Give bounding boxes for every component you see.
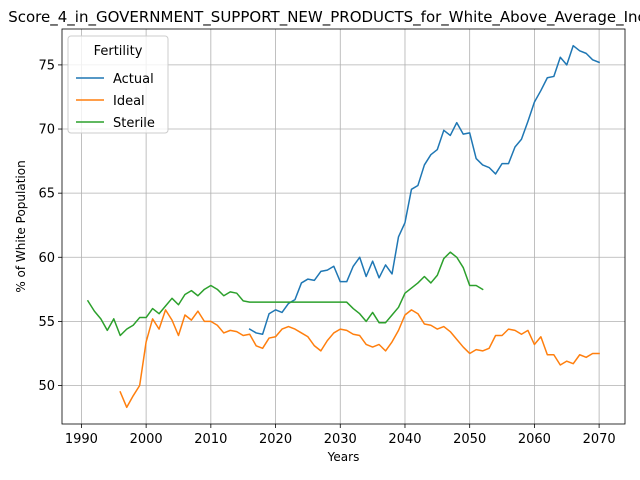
x-tick-label: 2000 bbox=[130, 432, 163, 447]
series-line-actual bbox=[248, 44, 601, 335]
legend-label-actual: Actual bbox=[113, 72, 154, 87]
series-line-sterile bbox=[86, 251, 484, 337]
legend-title: Fertility bbox=[94, 44, 143, 59]
y-tick-label: 70 bbox=[38, 123, 55, 138]
y-tick-label: 50 bbox=[38, 379, 55, 394]
legend-label-sterile: Sterile bbox=[113, 116, 155, 131]
grid-lines bbox=[62, 29, 625, 424]
y-tick-label: 60 bbox=[38, 251, 55, 266]
y-tick-label: 55 bbox=[38, 315, 55, 330]
plot-frame bbox=[61, 28, 626, 425]
y-axis-ticks: 50 55 60 65 70 75 bbox=[38, 58, 62, 394]
legend: Fertility Actual Ideal Sterile bbox=[67, 35, 169, 134]
series-lines bbox=[86, 44, 601, 409]
x-axis-ticks: 1990 2000 2010 2020 2030 2040 2050 2060 2070 bbox=[65, 424, 616, 447]
y-tick-label: 65 bbox=[38, 187, 55, 202]
chart-title: Score_4_in_GOVERNMENT_SUPPORT_NEW_PRODUC… bbox=[8, 8, 640, 27]
x-axis-label: Years bbox=[327, 450, 360, 464]
y-tick-label: 75 bbox=[38, 58, 55, 73]
legend-label-ideal: Ideal bbox=[113, 94, 145, 109]
x-tick-label: 2060 bbox=[518, 432, 551, 447]
x-tick-label: 2040 bbox=[388, 432, 421, 447]
y-axis-label: % of White Population bbox=[14, 160, 28, 292]
series-line-ideal bbox=[119, 309, 600, 409]
x-tick-label: 2020 bbox=[259, 432, 292, 447]
legend-box bbox=[67, 35, 169, 134]
x-tick-label: 2070 bbox=[583, 432, 616, 447]
x-tick-label: 2010 bbox=[194, 432, 227, 447]
x-tick-label: 2030 bbox=[324, 432, 357, 447]
x-tick-label: 2050 bbox=[453, 432, 486, 447]
x-tick-label: 1990 bbox=[65, 432, 98, 447]
